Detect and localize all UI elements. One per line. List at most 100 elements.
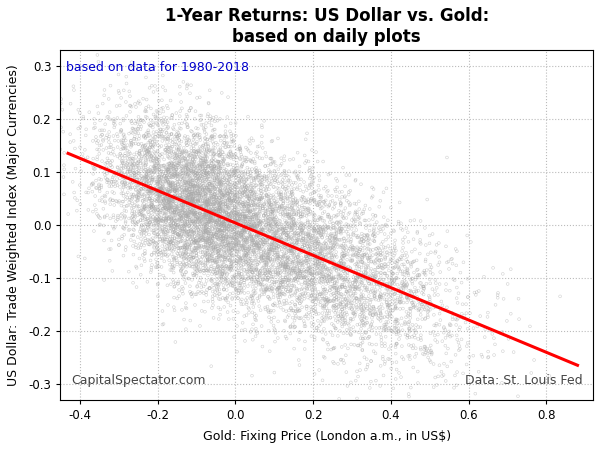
Point — [251, 278, 261, 285]
Point — [148, 171, 157, 178]
Point — [383, 304, 392, 311]
Point — [163, 234, 173, 241]
Point — [233, 217, 243, 225]
Point — [205, 199, 215, 206]
Point — [177, 183, 187, 190]
Point — [184, 188, 194, 195]
Point — [353, 281, 362, 288]
Point — [122, 161, 132, 168]
Point — [317, 214, 326, 221]
Point — [212, 117, 222, 124]
Point — [196, 175, 206, 182]
Point — [332, 253, 341, 261]
Point — [347, 302, 356, 309]
Point — [334, 271, 344, 278]
Point — [407, 280, 417, 288]
Point — [221, 234, 231, 241]
Point — [152, 128, 161, 135]
Point — [218, 198, 228, 205]
Point — [340, 321, 349, 328]
Point — [275, 299, 284, 306]
Point — [166, 202, 176, 209]
Point — [342, 223, 352, 230]
Point — [300, 320, 310, 327]
Point — [265, 213, 274, 220]
Point — [324, 258, 334, 265]
Point — [240, 199, 250, 206]
Point — [289, 155, 298, 162]
Point — [331, 248, 341, 256]
Point — [195, 174, 205, 181]
Point — [185, 180, 194, 187]
Point — [123, 189, 133, 196]
Point — [210, 233, 220, 240]
Point — [317, 268, 326, 275]
Point — [185, 244, 194, 252]
Point — [176, 195, 185, 202]
Point — [203, 162, 213, 169]
Point — [281, 183, 291, 190]
Point — [119, 164, 128, 171]
Point — [216, 227, 226, 234]
Point — [425, 294, 434, 301]
Point — [268, 214, 277, 221]
Point — [166, 220, 176, 227]
Point — [125, 150, 135, 157]
Point — [193, 125, 203, 132]
Point — [389, 228, 399, 235]
Point — [193, 264, 203, 271]
Point — [267, 284, 277, 292]
Point — [223, 180, 232, 187]
Point — [302, 303, 312, 310]
Point — [189, 238, 199, 246]
Point — [241, 252, 251, 259]
Point — [253, 201, 262, 208]
Point — [421, 347, 431, 354]
Point — [263, 254, 273, 261]
Point — [230, 206, 239, 213]
Point — [242, 191, 252, 198]
Point — [209, 217, 218, 224]
Point — [76, 201, 85, 208]
Point — [292, 171, 301, 179]
Point — [233, 289, 243, 297]
Point — [315, 202, 325, 209]
Point — [406, 292, 416, 300]
Point — [92, 140, 102, 147]
Point — [220, 212, 229, 219]
Point — [232, 222, 242, 229]
Point — [206, 243, 215, 250]
Point — [269, 302, 279, 309]
Point — [125, 168, 134, 175]
Point — [319, 295, 329, 302]
Point — [295, 307, 304, 314]
Point — [281, 265, 290, 272]
Point — [178, 260, 188, 267]
Point — [338, 247, 348, 254]
Point — [259, 201, 269, 208]
Point — [144, 231, 154, 238]
Point — [178, 148, 188, 155]
Point — [271, 221, 281, 229]
Point — [391, 316, 401, 323]
Point — [143, 236, 152, 243]
Point — [220, 256, 230, 263]
Point — [278, 180, 287, 187]
Point — [139, 95, 148, 102]
Point — [176, 170, 186, 177]
Point — [194, 173, 203, 180]
Point — [291, 219, 301, 226]
Point — [275, 260, 285, 267]
Point — [280, 207, 290, 214]
Point — [180, 187, 190, 194]
Point — [271, 228, 281, 235]
Point — [237, 206, 247, 213]
Point — [287, 189, 296, 197]
Point — [352, 263, 362, 270]
Point — [316, 194, 325, 201]
Point — [306, 261, 316, 268]
Point — [293, 305, 303, 312]
Point — [205, 136, 215, 144]
Point — [185, 173, 194, 180]
Point — [147, 200, 157, 207]
